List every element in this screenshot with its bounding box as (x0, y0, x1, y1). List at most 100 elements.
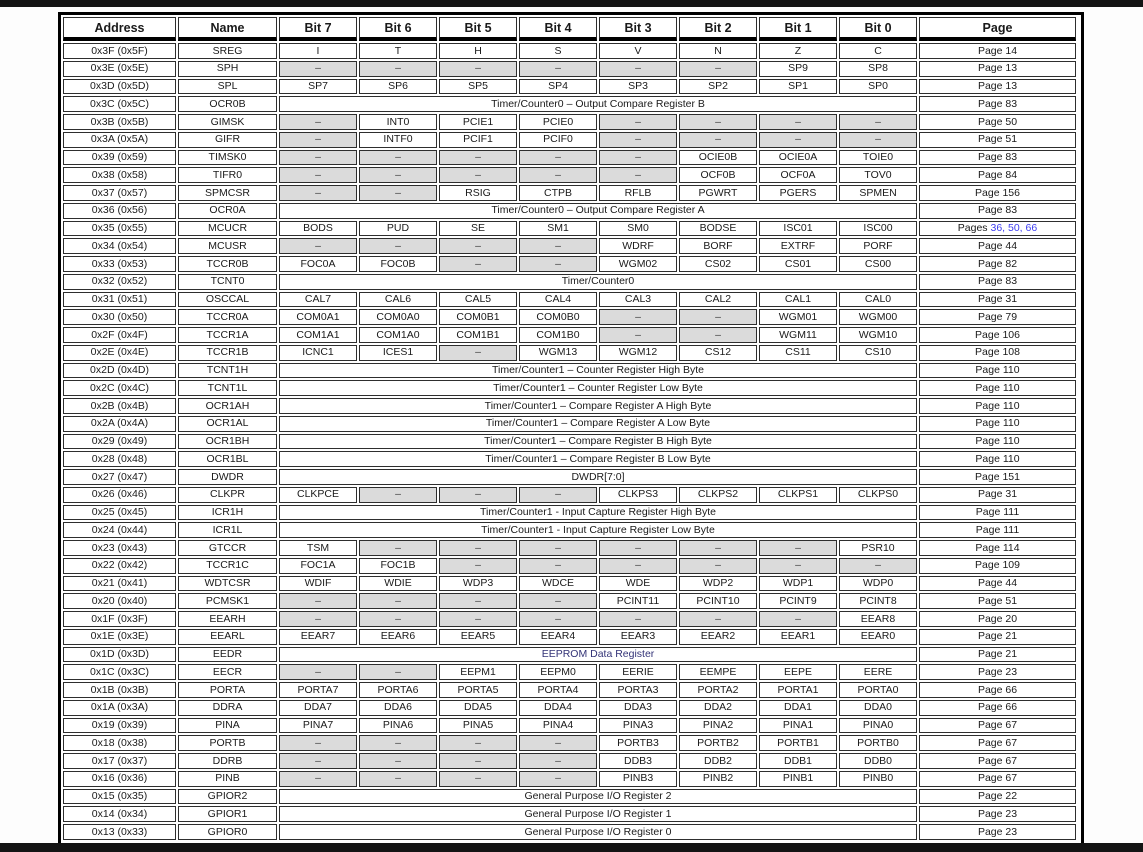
reserved-bit-cell: – (519, 611, 597, 627)
bit-cell-eear8: EEAR8 (839, 611, 917, 627)
address-cell: 0x1F (0x3F) (63, 611, 176, 627)
reserved-bit-cell: – (599, 149, 677, 166)
address-cell: 0x1A (0x3A) (63, 699, 176, 716)
reserved-bit-cell: – (599, 327, 677, 343)
register-name-cell: TCNT0 (178, 273, 277, 290)
bit-cell-dda0: DDA0 (839, 699, 917, 716)
reserved-bit-cell: – (599, 114, 677, 130)
register-row-gimsk: 0x3B (0x5B) GIMSK – INT0 PCIE1 PCIE0– – – – Page … (63, 114, 1076, 130)
register-row-gpior1: 0x14 (0x34) GPIOR1 General Purpose I/O Reg… (63, 806, 1076, 822)
reserved-bit-cell: – (439, 486, 517, 503)
bit-cell-porta7: PORTA7 (279, 682, 357, 698)
register-row-tccr1a: 0x2F (0x4F) TCCR1A COM1A1 COM1A0 COM1B1 COM1B… (63, 327, 1076, 343)
bit-cell-cs02: CS02 (679, 256, 757, 272)
address-cell: 0x25 (0x45) (63, 504, 176, 521)
address-cell: 0x26 (0x46) (63, 486, 176, 503)
bit-cell-eepm1: EEPM1 (439, 664, 517, 680)
bit-cell-pcint11: PCINT11 (599, 593, 677, 609)
register-name-cell: GPIOR0 (178, 824, 277, 840)
register-row-ocr0b: 0x3C (0x5C) OCR0B Timer/Counter0 – Output … (63, 96, 1076, 112)
address-cell: 0x31 (0x51) (63, 291, 176, 308)
address-cell: 0x2D (0x4D) (63, 362, 176, 379)
bit-cell-isc01: ISC01 (759, 220, 837, 237)
register-name-cell: PORTA (178, 682, 277, 698)
register-name-cell: CLKPR (178, 486, 277, 503)
bit-cell-rsig: RSIG (439, 185, 517, 201)
reserved-bit-cell: – (519, 735, 597, 751)
page-reference-cell: Page 110 (919, 398, 1076, 414)
bit-cell-eere: EERE (839, 664, 917, 680)
reserved-bit-cell: – (359, 593, 437, 609)
bit-cell-sp8: SP8 (839, 60, 917, 77)
register-description-cell: Timer/Counter1 - Input Capture Register … (279, 504, 917, 521)
bit-cell-wdce: WDCE (519, 575, 597, 592)
bit-cell-cal7: CAL7 (279, 291, 357, 308)
register-summary-table: Address Name Bit 7 Bit 6 Bit 5 Bit 4 Bit 3 Bit … (61, 15, 1078, 842)
bit-cell-porf: PORF (839, 238, 917, 254)
reserved-bit-cell: – (519, 557, 597, 574)
address-cell: 0x38 (0x58) (63, 167, 176, 183)
register-row-ocr1bl: 0x28 (0x48) OCR1BL Timer/Counter1 – Compar… (63, 451, 1076, 467)
page-reference-cell: Page 23 (919, 806, 1076, 822)
bit-cell-com0b0: COM0B0 (519, 309, 597, 325)
bit-cell-eempe: EEMPE (679, 664, 757, 680)
bit-cell-h: H (439, 43, 517, 59)
bit-cell-porta3: PORTA3 (599, 682, 677, 698)
bit-cell-sp2: SP2 (679, 78, 757, 95)
register-name-cell: OCR0A (178, 202, 277, 219)
bit-cell-dda5: DDA5 (439, 699, 517, 716)
page-reference-cell: Page 51 (919, 131, 1076, 148)
column-header-bit-1: Bit 1 (759, 17, 837, 41)
register-name-cell: EEARH (178, 611, 277, 627)
page-reference-cell: Page 109 (919, 557, 1076, 574)
register-name-cell: GIMSK (178, 114, 277, 130)
reserved-bit-cell: – (679, 114, 757, 130)
reserved-bit-cell: – (519, 60, 597, 77)
bit-cell-pina3: PINA3 (599, 717, 677, 734)
register-row-tifr0: 0x38 (0x58) TIFR0– – – – – OCF0B OCF0A TOV0 Page … (63, 167, 1076, 183)
reserved-bit-cell: – (519, 593, 597, 609)
bit-cell-pcint10: PCINT10 (679, 593, 757, 609)
page-reference-cell: Page 50 (919, 114, 1076, 130)
register-name-cell: PORTB (178, 735, 277, 751)
page-reference-cell: Page 14 (919, 43, 1076, 59)
page-reference-cell: Page 44 (919, 238, 1076, 254)
register-name-cell: TCCR0B (178, 256, 277, 272)
page-reference-cell: Page 67 (919, 717, 1076, 734)
address-cell: 0x37 (0x57) (63, 185, 176, 201)
register-row-wdtcsr: 0x21 (0x41) WDTCSR WDIF WDIE WDP3 WDCE WDE WDP2… (63, 575, 1076, 592)
bit-cell-sp3: SP3 (599, 78, 677, 95)
page-reference-links[interactable]: 36, 50, 66 (990, 222, 1038, 235)
page-reference-cell: Page 31 (919, 291, 1076, 308)
bit-cell-pinb3: PINB3 (599, 770, 677, 787)
reserved-bit-cell: – (519, 540, 597, 556)
register-description-cell: General Purpose I/O Register 2 (279, 788, 917, 805)
reserved-bit-cell: – (359, 185, 437, 201)
register-row-tcnt1l: 0x2C (0x4C) TCNT1L Timer/Counter1 – Counte… (63, 380, 1076, 396)
bit-cell-cal3: CAL3 (599, 291, 677, 308)
bit-cell-portb0: PORTB0 (839, 735, 917, 751)
register-row-gifr: 0x3A (0x5A) GIFR – INTF0 PCIF1 PCIF0– – – – Page … (63, 131, 1076, 148)
reserved-bit-cell: – (359, 770, 437, 787)
column-header-bit-3: Bit 3 (599, 17, 677, 41)
reserved-bit-cell: – (359, 167, 437, 183)
address-cell: 0x1D (0x3D) (63, 646, 176, 663)
bit-cell-wgm11: WGM11 (759, 327, 837, 343)
register-row-porta: 0x1B (0x3B) PORTA PORTA7 PORTA6 PORTA5 PORTA4… (63, 682, 1076, 698)
bottom-black-bar (0, 843, 1143, 852)
address-cell: 0x16 (0x36) (63, 770, 176, 787)
address-cell: 0x3D (0x5D) (63, 78, 176, 95)
register-row-spl: 0x3D (0x5D) SPL SP7 SP6 SP5 SP4 SP3 SP2 SP1 SP0 Pa… (63, 78, 1076, 95)
address-cell: 0x3F (0x5F) (63, 43, 176, 59)
register-row-pinb: 0x16 (0x36) PINB – – – – PINB3 PINB2 PINB1 PINB0 P… (63, 770, 1076, 787)
register-row-mcusr: 0x34 (0x54) MCUSR – – – – WDRF BORF EXTRF PORF Pag… (63, 238, 1076, 254)
reserved-bit-cell: – (439, 344, 517, 361)
reserved-bit-cell: – (359, 486, 437, 503)
reserved-bit-cell: – (679, 60, 757, 77)
register-name-cell: OCR0B (178, 96, 277, 112)
page-reference-cell: Page 23 (919, 664, 1076, 680)
bit-cell-eepm0: EEPM0 (519, 664, 597, 680)
bit-cell-com0b1: COM0B1 (439, 309, 517, 325)
bit-cell-wgm01: WGM01 (759, 309, 837, 325)
bit-cell-foc1b: FOC1B (359, 557, 437, 574)
